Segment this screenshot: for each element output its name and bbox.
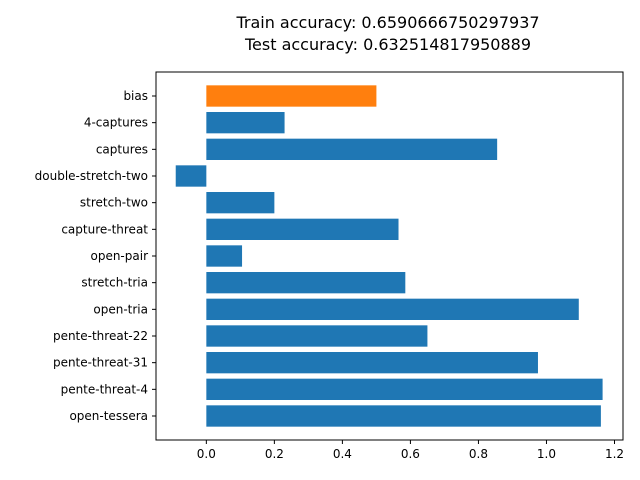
bar-pente-threat-22 [206, 325, 428, 347]
y-tick-label: capture-threat [61, 222, 148, 236]
bar-4-captures [206, 112, 285, 134]
x-tick-label: 0.6 [401, 447, 420, 461]
y-tick-label: pente-threat-31 [53, 356, 148, 370]
y-tick-label: bias [123, 89, 148, 103]
y-ticks-group: bias 4-captures captures double-stretch-two… [35, 89, 156, 423]
x-tick-label: 1.2 [605, 447, 624, 461]
bar-pente-threat-4 [206, 378, 603, 400]
x-tick-label: 0.4 [333, 447, 352, 461]
y-tick-label: double-stretch-two [35, 169, 148, 183]
y-tick-label: open-tessera [69, 409, 148, 423]
y-tick-label: pente-threat-22 [53, 329, 148, 343]
bar-open-tria [206, 298, 579, 320]
y-tick-label: open-tria [93, 302, 148, 316]
y-tick-label: stretch-tria [81, 276, 148, 290]
x-tick-label: 0.2 [265, 447, 284, 461]
bar-open-tessera [206, 405, 601, 427]
bar-open-pair [206, 245, 243, 267]
y-tick-label: 4-captures [84, 116, 148, 130]
bar-captures [206, 138, 498, 160]
y-tick-label: captures [96, 142, 148, 156]
x-tick-label: 1.0 [537, 447, 556, 461]
bar-bias [206, 85, 377, 107]
x-tick-label: 0.0 [197, 447, 216, 461]
plot-frame [155, 71, 624, 441]
x-tick-label: 0.8 [469, 447, 488, 461]
y-tick-label: open-pair [90, 249, 148, 263]
bar-stretch-two [206, 192, 275, 214]
bar-double-stretch-two [175, 165, 207, 187]
y-tick-label: stretch-two [80, 196, 148, 210]
chart-title-line-1: Train accuracy: 0.6590666750297937 [235, 13, 539, 32]
bars-group [175, 85, 603, 427]
bar-stretch-tria [206, 272, 406, 294]
y-tick-label: pente-threat-4 [61, 382, 148, 396]
x-ticks-group: 0.0 0.2 0.4 0.6 0.8 1.0 1.2 [197, 440, 624, 461]
bar-capture-threat [206, 218, 399, 240]
bar-pente-threat-31 [206, 352, 538, 374]
chart-title-line-2: Test accuracy: 0.632514817950889 [244, 35, 531, 54]
